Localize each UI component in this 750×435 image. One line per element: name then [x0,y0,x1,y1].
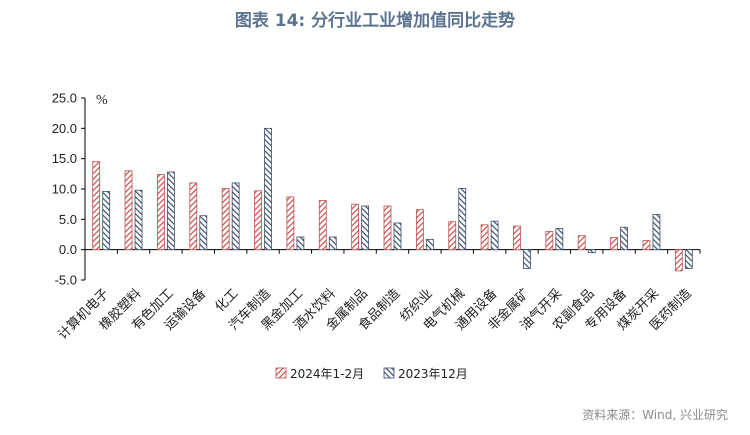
unit-label: % [96,93,108,108]
bar-2024-1 [124,170,133,251]
y-tick-label: 5.0 [59,212,77,227]
bar-2023-18 [684,249,693,269]
chart-title: 图表 14: 分行业工业增加值同比走势 [234,11,516,31]
bar-2024-11 [448,221,457,251]
legend-swatch-2024 [275,367,287,379]
bar-2024-12 [480,224,489,251]
bar-2024-16 [610,237,618,251]
category-label: 化工 [212,286,241,315]
bar-2024-14 [545,231,554,251]
bar-2024-9 [383,205,392,251]
bar-2024-4 [221,187,230,251]
source-note: 资料来源：Wind, 兴业研究 [582,408,728,422]
bar-2023-13 [523,249,531,269]
bar-2024-7 [318,200,327,251]
bar-2023-3 [199,215,208,251]
bar-2023-4 [231,182,240,251]
bar-2024-2 [157,174,165,251]
legend-label-2023: 2023年12月 [398,367,468,381]
y-tick-label: 10.0 [52,182,77,197]
bar-2024-17 [642,240,651,251]
legend: 2024年1-2月 2023年12月 [275,367,468,381]
bar-2023-1 [134,189,143,251]
y-tick-label: 25.0 [52,91,77,106]
bar-2023-10 [425,238,434,251]
bar-2024-15 [577,235,586,251]
bar-2024-8 [351,203,360,251]
bar-2024-5 [254,190,262,251]
y-tick-label: 20.0 [52,121,77,136]
bar-2023-17 [652,214,661,251]
legend-label-2024: 2024年1-2月 [290,367,364,381]
bar-2024-13 [513,225,521,251]
bar-2023-14 [555,228,564,251]
bar-2023-16 [620,226,628,251]
bar-2024-3 [189,182,198,251]
bar-2023-0 [102,191,111,251]
y-tick-label: 15.0 [52,151,77,166]
bar-2023-12 [490,220,499,251]
bar-2023-5 [264,127,272,251]
bar-2023-6 [296,236,305,251]
bar-2023-8 [361,205,370,251]
bar-2023-2 [167,171,175,251]
y-tick-label: 0.0 [59,242,77,257]
bar-2024-0 [92,161,101,251]
bar-2024-6 [286,196,295,251]
legend-swatch-2023 [383,367,395,379]
bar-2023-11 [458,187,467,251]
bar-2023-9 [393,222,402,251]
y-tick-label: -5.0 [55,273,77,288]
bar-2023-15 [587,249,596,254]
bar-2023-7 [328,236,337,251]
bar-2024-10 [415,209,424,251]
bar-2024-18 [674,249,683,272]
category-label: 计算机电子 [55,286,112,343]
